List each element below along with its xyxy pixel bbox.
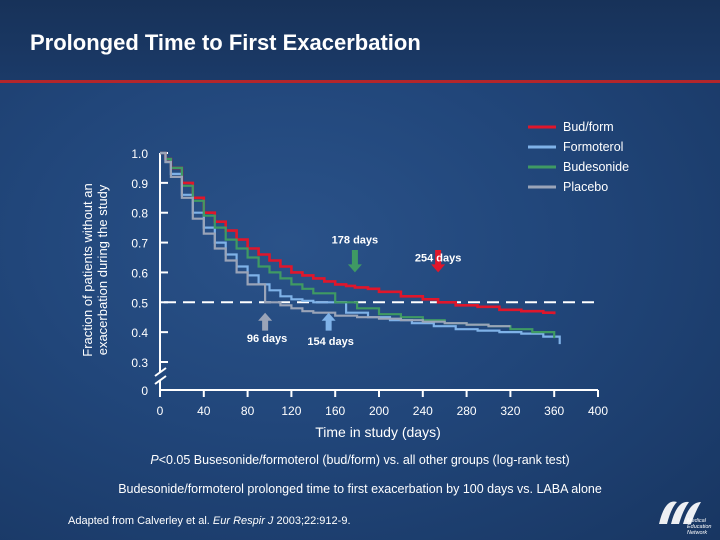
legend-label-placebo: Placebo [563,180,608,194]
y-tick-label: 0 [141,384,148,398]
series-line-formoterol [160,151,561,345]
y-tick-label: 0.8 [131,207,148,221]
footnote-significance-text: <0.05 Busesonide/formoterol (bud/form) v… [158,453,570,467]
legend-label-formoterol: Formoterol [563,140,623,154]
annotation-label-178-days: 178 days [332,235,378,247]
footnote-p-symbol: P [150,453,159,467]
annotation-label-96-days: 96 days [247,333,287,345]
logo-text-medical: Medical [687,518,707,524]
y-tick-label: 0.4 [131,326,148,340]
footnote-significance: P<0.05 Busesonide/formoterol (bud/form) … [0,453,720,467]
annotation-label-154-days: 154 days [307,336,353,348]
legend-label-bud-form: Bud/form [563,120,614,134]
chart-series-layer [160,151,561,345]
y-tick-label: 0.9 [131,177,148,191]
legend-label-budesonide: Budesonide [563,160,629,174]
arrow-down-254-days [431,250,446,273]
x-axis-label: Time in study (days) [315,424,441,440]
annotation-label-254-days: 254 days [415,253,461,265]
y-axis-label: Fraction of patients without an [80,183,95,356]
x-tick-label: 400 [588,404,608,418]
chart-legend: Bud/form Formoterol Budesonide Placebo [528,120,629,194]
y-tick-label: 0.5 [131,296,148,310]
slide-header [0,0,720,80]
x-tick-label: 40 [197,404,211,418]
arrow-up-96-days [258,312,273,331]
citation: Adapted from Calverley et al. Eur Respir… [68,515,351,527]
chart-annotations: 96 days 154 days 178 days 254 days [247,235,461,349]
y-tick-label: 0.6 [131,266,148,280]
header-divider [0,80,720,83]
arrow-up-154-days [321,312,336,331]
y-axis-label-line2: exacerbation during the study [95,184,110,355]
x-tick-label: 0 [157,404,164,418]
slide-title: Prolonged Time to First Exacerbation [30,30,421,55]
x-tick-label: 240 [413,404,433,418]
x-tick-label: 320 [500,404,520,418]
y-axis-break-mark [154,367,167,377]
medical-education-network-logo: Medical Education Network [659,501,711,536]
footnote-conclusion: Budesonide/formoterol prolonged time to … [118,482,602,496]
chart-axes: 0 0.3 0.4 0.5 0.6 0.7 0.8 0.9 1.0 0 40 80 120 160 200 2… [131,147,608,418]
logo-text-network: Network [687,530,707,536]
x-tick-label: 200 [369,404,389,418]
y-tick-label: 1.0 [131,147,148,161]
citation-authors: Adapted from Calverley et al. [68,515,213,527]
x-tick-label: 280 [457,404,477,418]
y-tick-label: 0.7 [131,237,148,251]
y-tick-label: 0.3 [131,356,148,370]
x-tick-label: 80 [241,404,255,418]
arrow-down-178-days [347,250,362,273]
x-tick-label: 360 [544,404,564,418]
citation-volume: 2003;22:912-9. [273,515,351,527]
y-axis-break-mark [154,375,167,385]
x-tick-label: 120 [281,404,301,418]
x-tick-label: 160 [325,404,345,418]
series-line-placebo [160,151,511,328]
citation-journal: Eur Respir J [212,515,274,527]
logo-text-education: Education [687,524,711,530]
